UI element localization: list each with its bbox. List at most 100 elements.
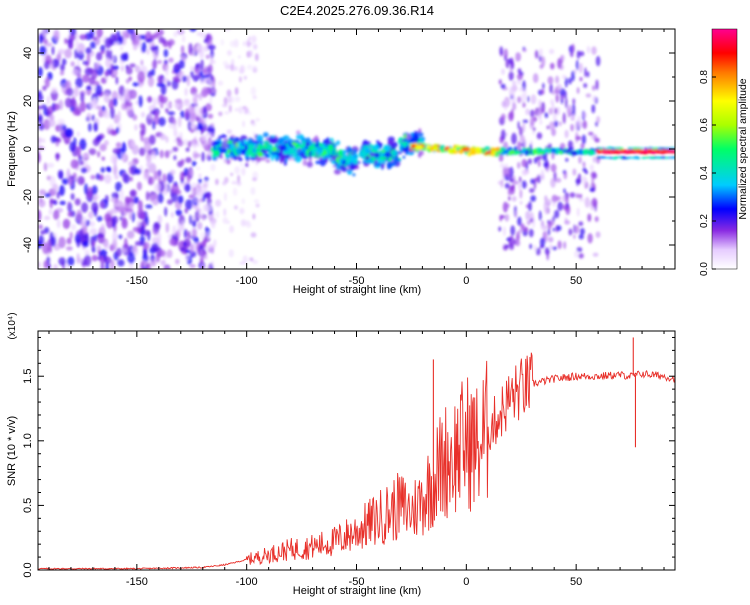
heatmap-cell-2383 [500, 113, 506, 121]
heatmap-cell-971 [252, 43, 258, 50]
heatmap-cell-1583 [331, 159, 336, 165]
heatmap-cell-1029 [201, 119, 204, 124]
heatmap-cell-2157 [587, 233, 593, 244]
heatmap-cell-2347 [565, 195, 569, 205]
heatmap-cell-802 [38, 137, 43, 144]
heatmap-cell-484 [137, 70, 146, 83]
heatmap-cell-2365 [549, 244, 553, 250]
heatmap-cell-734 [179, 171, 185, 182]
heatmap-cell-1625 [286, 138, 293, 144]
heatmap-cell-2013 [438, 147, 443, 151]
heatmap-cell-984 [202, 216, 205, 222]
heatmap-cell-2060 [586, 45, 591, 54]
heatmap-cell-2344 [517, 182, 522, 191]
heatmap-cell-2183 [500, 179, 504, 188]
heatmap-cell-2345 [498, 79, 502, 85]
heatmap-cell-1055 [242, 255, 248, 264]
heatmap-cell-1000 [252, 213, 256, 220]
heatmap-cell-1398 [362, 139, 369, 148]
heatmap-cell-207 [185, 157, 192, 163]
heatmap-cell-741 [198, 178, 203, 184]
heatmap-cell-2557 [532, 148, 537, 154]
heatmap-cell-2368 [572, 98, 576, 105]
heatmap-cell-1705 [353, 158, 358, 164]
heatmap-cell-2376 [521, 226, 528, 232]
heatmap-cell-704 [89, 228, 98, 235]
heatmap-cell-551 [177, 195, 184, 204]
heatmap-cell-1004 [204, 255, 209, 260]
heatmap-cell-2890 [621, 157, 626, 160]
heatmap-cell-1044 [222, 217, 228, 224]
heatmap-cell-641 [81, 224, 88, 235]
heatmap-cell-867 [161, 96, 168, 104]
heatmap-cell-803 [100, 261, 105, 269]
heatmap-cell-2280 [592, 95, 597, 103]
heatmap-cell-768 [124, 237, 128, 250]
heatmap-cell-2390 [519, 228, 523, 234]
heatmap-cell-2029 [557, 201, 564, 211]
heatmap-cell-2399 [501, 68, 505, 75]
heatmap-cell-826 [202, 238, 207, 249]
heatmap-cell-847 [109, 107, 115, 119]
heatmap-cell-487 [72, 108, 81, 116]
heatmap-cell-2270 [578, 197, 585, 202]
heatmap-cell-2134 [548, 48, 555, 55]
heatmap-cell-2181 [498, 226, 502, 232]
heatmap-cell-2061 [517, 121, 520, 130]
heatmap-cell-841 [125, 208, 134, 213]
heatmap-cell-657 [43, 162, 48, 172]
heatmap-cell-846 [155, 111, 159, 118]
heatmap-cell-1028 [211, 88, 217, 93]
heatmap-cell-825 [121, 247, 127, 254]
heatmap-cell-14 [129, 63, 136, 68]
heatmap-cell-669 [95, 105, 102, 110]
heatmap-cell-849 [127, 252, 136, 264]
heatmap-cell-2160 [576, 87, 580, 94]
heatmap-cell-800 [141, 41, 147, 53]
heatmap-cell-2360 [510, 108, 514, 120]
heatmap-cell-1544 [294, 143, 300, 149]
heatmap-cell-186 [103, 113, 111, 119]
heatmap-cell-1708 [344, 157, 352, 163]
heatmap-cell-378 [164, 150, 170, 159]
heatmap-cell-751 [77, 175, 85, 186]
heatmap-cell-2392 [552, 201, 556, 207]
heatmap-cell-2227 [541, 88, 545, 95]
heatmap-cell-524 [115, 142, 122, 148]
spectrogram-x-tick-label: -150 [126, 275, 148, 287]
heatmap-cell-1273 [226, 143, 231, 150]
heatmap-cell-1033 [198, 173, 202, 179]
heatmap-cell-837 [145, 216, 149, 226]
heatmap-cell-391 [105, 49, 110, 60]
heatmap-cell-1709 [339, 165, 346, 169]
heatmap-cell-2356 [505, 59, 510, 69]
heatmap-cell-998 [222, 181, 227, 186]
heatmap-cell-854 [81, 216, 88, 227]
heatmap-cell-655 [193, 236, 199, 244]
heatmap-cell-946 [224, 29, 231, 32]
heatmap-cell-1479 [407, 150, 415, 156]
heatmap-cell-2079 [570, 123, 574, 132]
heatmap-cell-1624 [233, 137, 240, 142]
heatmap-cell-992 [220, 39, 224, 46]
snr-y-ticks: 0.0 0.5 1.0 1.5 [22, 336, 675, 578]
heatmap-cell-1664 [391, 155, 397, 160]
heatmap-cell-512 [132, 82, 140, 87]
heatmap-cell-2327 [574, 120, 579, 132]
heatmap-cell-883 [110, 63, 114, 75]
heatmap-cell-555 [61, 58, 67, 66]
heatmap-cell-2731 [663, 149, 669, 153]
heatmap-cell-827 [121, 142, 127, 154]
heatmap-cell-52 [170, 211, 175, 218]
heatmap-cell-2389 [577, 115, 581, 125]
heatmap-cell-2196 [594, 216, 599, 223]
heatmap-cell-2194 [575, 135, 582, 141]
heatmap-cell-917 [193, 197, 200, 204]
heatmap-cell-1002 [223, 96, 228, 105]
heatmap-cell-820 [92, 98, 99, 108]
heatmap-cell-664 [91, 246, 96, 253]
heatmap-cell-1999 [483, 147, 490, 150]
heatmap-cell-2332 [516, 73, 523, 81]
heatmap-cell-2774 [627, 149, 633, 153]
heatmap-cell-1722 [309, 140, 313, 146]
